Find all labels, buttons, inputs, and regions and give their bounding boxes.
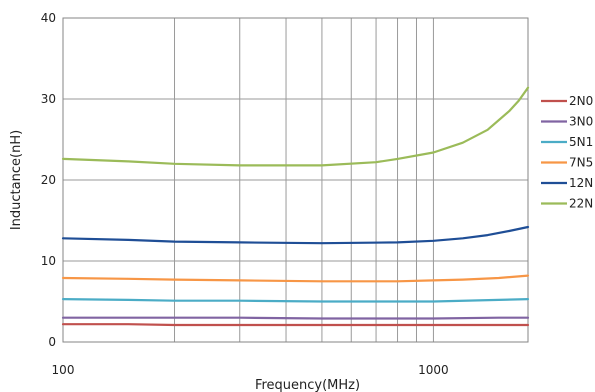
x-axis-title: Frequency(MHz) — [255, 378, 360, 392]
y-axis-title: Inductance(nH) — [9, 130, 24, 230]
legend-label-5n1: 5N1 — [569, 135, 593, 149]
plot-frame — [62, 17, 529, 343]
y-tick-label: 20 — [41, 173, 56, 187]
y-tick-label: 40 — [41, 11, 56, 25]
x-tick-labels: 100 1000 — [52, 363, 449, 377]
y-tick-labels: 0 10 20 30 40 — [41, 11, 56, 349]
legend-label-3n0: 3N0 — [569, 115, 593, 129]
y-tick-label: 0 — [48, 335, 56, 349]
series-line-5n1 — [61, 298, 530, 303]
legend-label-22n: 22N — [569, 197, 593, 211]
legend-label-12n: 12N — [569, 176, 593, 190]
x-tick-label: 100 — [52, 363, 75, 377]
series-line-12n — [61, 225, 530, 245]
legend-label-2n0: 2N0 — [569, 94, 593, 108]
series-line-22n — [61, 86, 530, 167]
legend-label-7n5: 7N5 — [569, 156, 593, 170]
y-tick-label: 30 — [41, 92, 56, 106]
series-line-3n0 — [61, 316, 530, 320]
grid — [63, 18, 528, 342]
series-line-7n5 — [61, 274, 530, 283]
series-line-2n0 — [61, 323, 530, 327]
y-tick-label: 10 — [41, 254, 56, 268]
legend: 2N0 3N0 5N1 7N5 12N 22N — [541, 94, 593, 211]
x-tick-label: 1000 — [418, 363, 449, 377]
series-layer — [61, 86, 530, 327]
